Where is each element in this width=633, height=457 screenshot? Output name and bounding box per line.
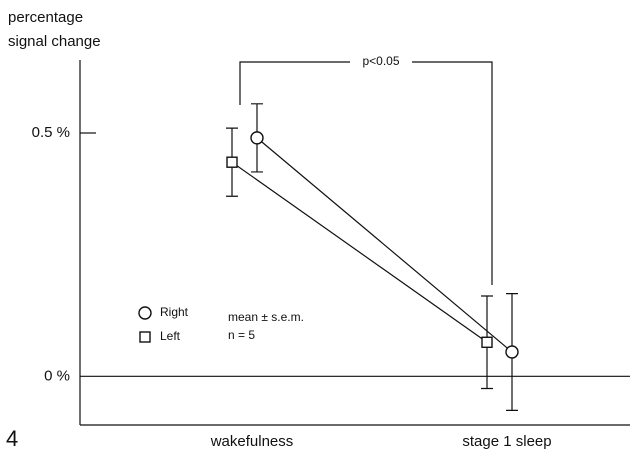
data-point bbox=[505, 345, 519, 359]
significance-label: p<0.05 bbox=[362, 54, 399, 68]
data-point bbox=[250, 131, 264, 145]
series-line bbox=[231, 161, 488, 343]
y-tick-label: 0 % bbox=[44, 367, 70, 384]
data-point bbox=[226, 156, 238, 168]
x-tick-label: wakefulness bbox=[210, 433, 294, 450]
x-tick-label: stage 1 sleep bbox=[462, 433, 551, 450]
figure-number: 4 bbox=[6, 426, 18, 451]
legend-label: Left bbox=[160, 329, 181, 343]
data-point bbox=[481, 336, 493, 348]
y-tick-label: 0.5 % bbox=[32, 124, 70, 141]
stat-note: mean ± s.e.m. bbox=[228, 310, 304, 324]
y-axis-label: signal change bbox=[8, 33, 101, 50]
legend-marker bbox=[139, 331, 151, 343]
n-note: n = 5 bbox=[228, 328, 255, 342]
y-axis-label: percentage bbox=[8, 9, 83, 26]
legend-label: Right bbox=[160, 305, 189, 319]
series-line bbox=[256, 137, 513, 353]
legend-marker bbox=[138, 306, 152, 320]
significance-bracket bbox=[239, 61, 493, 285]
